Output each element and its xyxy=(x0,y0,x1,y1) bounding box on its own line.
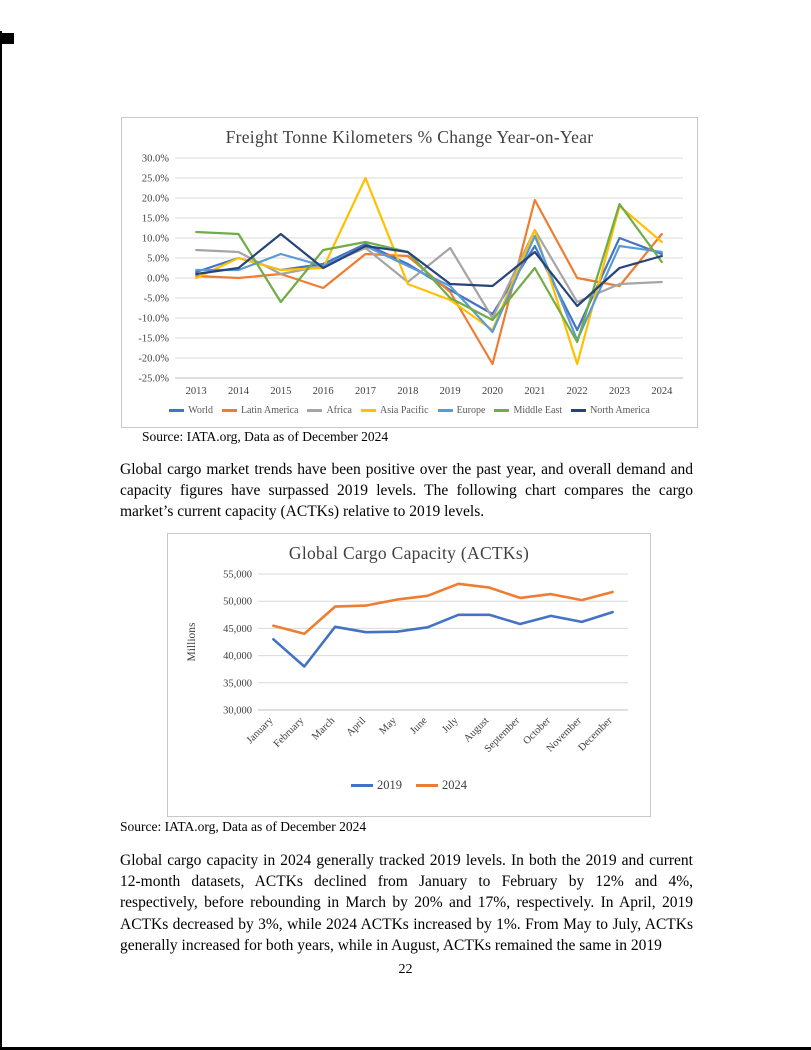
svg-text:0.0%: 0.0% xyxy=(147,274,169,285)
svg-text:40,000: 40,000 xyxy=(223,651,252,662)
svg-text:December: December xyxy=(576,715,615,754)
ftk-chart-container: Freight Tonne Kilometers % Change Year-o… xyxy=(121,117,698,428)
legend-label: Africa xyxy=(326,405,352,416)
paragraph-capacity-analysis: Global cargo capacity in 2024 generally … xyxy=(120,852,693,954)
legend-label: Latin America xyxy=(240,405,299,416)
legend-item-2019: 2019 xyxy=(351,778,402,793)
legend-label: World xyxy=(188,405,213,416)
legend-item-world: World xyxy=(169,405,213,416)
svg-text:10.0%: 10.0% xyxy=(141,234,168,245)
svg-text:2020: 2020 xyxy=(482,386,503,397)
svg-text:May: May xyxy=(377,715,399,737)
legend-item-middle-east: Middle East xyxy=(494,405,562,416)
actk-chart-plot: 30,00035,00040,00045,00050,00055,000Janu… xyxy=(186,570,628,755)
svg-text:February: February xyxy=(272,715,307,750)
legend-item-latin-america: Latin America xyxy=(221,405,299,416)
actk-chart-container: Global Cargo Capacity (ACTKs) 30,000 35,0… xyxy=(167,533,651,817)
svg-text:55,000: 55,000 xyxy=(223,570,252,581)
actk-chart-title: Global Cargo Capacity (ACTKs) xyxy=(288,543,530,563)
svg-text:March: March xyxy=(310,715,338,743)
legend-swatch xyxy=(169,409,185,412)
svg-text:-5.0%: -5.0% xyxy=(143,294,169,305)
svg-text:-25.0%: -25.0% xyxy=(138,374,169,385)
legend-swatch xyxy=(351,784,373,787)
legend-label: North America xyxy=(590,405,650,416)
legend-label: 2024 xyxy=(442,778,467,792)
legend-item-2024: 2024 xyxy=(416,778,467,793)
svg-text:2018: 2018 xyxy=(397,386,418,397)
legend-swatch xyxy=(360,409,376,412)
legend-label: Asia Pacific xyxy=(379,405,429,416)
svg-text:20.0%: 20.0% xyxy=(141,194,168,205)
legend-item-asia-pacific: Asia Pacific xyxy=(360,405,429,416)
legend-item-north-america: North America xyxy=(571,405,650,416)
actk-chart-legend: 2019 2024 xyxy=(168,778,650,793)
svg-text:Millions: Millions xyxy=(186,622,198,662)
legend-swatch xyxy=(571,409,587,412)
legend-item-africa: Africa xyxy=(307,405,352,416)
ftk-chart-plot: -25.0% -20.0% -15.0% -10.0% -5.0% 0.0% 5.0% 10.… xyxy=(138,154,683,397)
svg-text:50,000: 50,000 xyxy=(223,597,252,608)
actk-chart-source: Source: IATA.org, Data as of December 20… xyxy=(120,819,367,834)
svg-text:2013: 2013 xyxy=(185,386,206,397)
svg-text:2023: 2023 xyxy=(609,386,630,397)
svg-text:2024: 2024 xyxy=(651,386,673,397)
svg-text:5.0%: 5.0% xyxy=(147,254,169,265)
svg-text:August: August xyxy=(462,715,491,744)
svg-text:2022: 2022 xyxy=(566,386,587,397)
svg-text:45,000: 45,000 xyxy=(223,624,252,635)
ftk-chart-legend: World Latin America Africa Asia Pacific Euro… xyxy=(122,405,697,416)
svg-text:2017: 2017 xyxy=(355,386,376,397)
svg-text:30.0%: 30.0% xyxy=(141,154,168,165)
legend-label: Middle East xyxy=(513,405,563,416)
legend-swatch xyxy=(494,409,510,412)
svg-text:2021: 2021 xyxy=(524,386,545,397)
legend-label: Europe xyxy=(456,405,486,416)
paragraph-cargo-trends: Global cargo market trends have been pos… xyxy=(120,461,693,521)
legend-item-europe: Europe xyxy=(437,405,486,416)
ftk-chart-title: Freight Tonne Kilometers % Change Year-o… xyxy=(225,127,594,147)
svg-text:July: July xyxy=(440,715,461,736)
page-number: 22 xyxy=(398,962,413,977)
legend-label: 2019 xyxy=(377,778,402,792)
svg-text:2015: 2015 xyxy=(270,386,291,397)
svg-text:-10.0%: -10.0% xyxy=(138,314,169,325)
svg-text:April: April xyxy=(345,715,369,739)
svg-text:35,000: 35,000 xyxy=(223,678,252,689)
svg-text:2016: 2016 xyxy=(312,386,333,397)
svg-text:June: June xyxy=(408,715,430,737)
legend-swatch xyxy=(307,409,323,412)
legend-swatch xyxy=(221,409,237,412)
svg-text:15.0%: 15.0% xyxy=(141,214,168,225)
scan-artifact-left-edge xyxy=(0,31,2,1050)
svg-text:-20.0%: -20.0% xyxy=(138,354,169,365)
svg-text:30,000: 30,000 xyxy=(223,706,252,717)
ftk-chart-source: Source: IATA.org, Data as of December 20… xyxy=(142,429,389,444)
svg-text:2014: 2014 xyxy=(228,386,250,397)
svg-text:25.0%: 25.0% xyxy=(141,174,168,185)
scan-artifact-notch xyxy=(0,33,14,44)
svg-text:2019: 2019 xyxy=(439,386,460,397)
scan-artifact-bottom-edge xyxy=(0,1047,811,1050)
legend-swatch xyxy=(416,784,438,787)
svg-text:-15.0%: -15.0% xyxy=(138,334,169,345)
legend-swatch xyxy=(437,409,453,412)
